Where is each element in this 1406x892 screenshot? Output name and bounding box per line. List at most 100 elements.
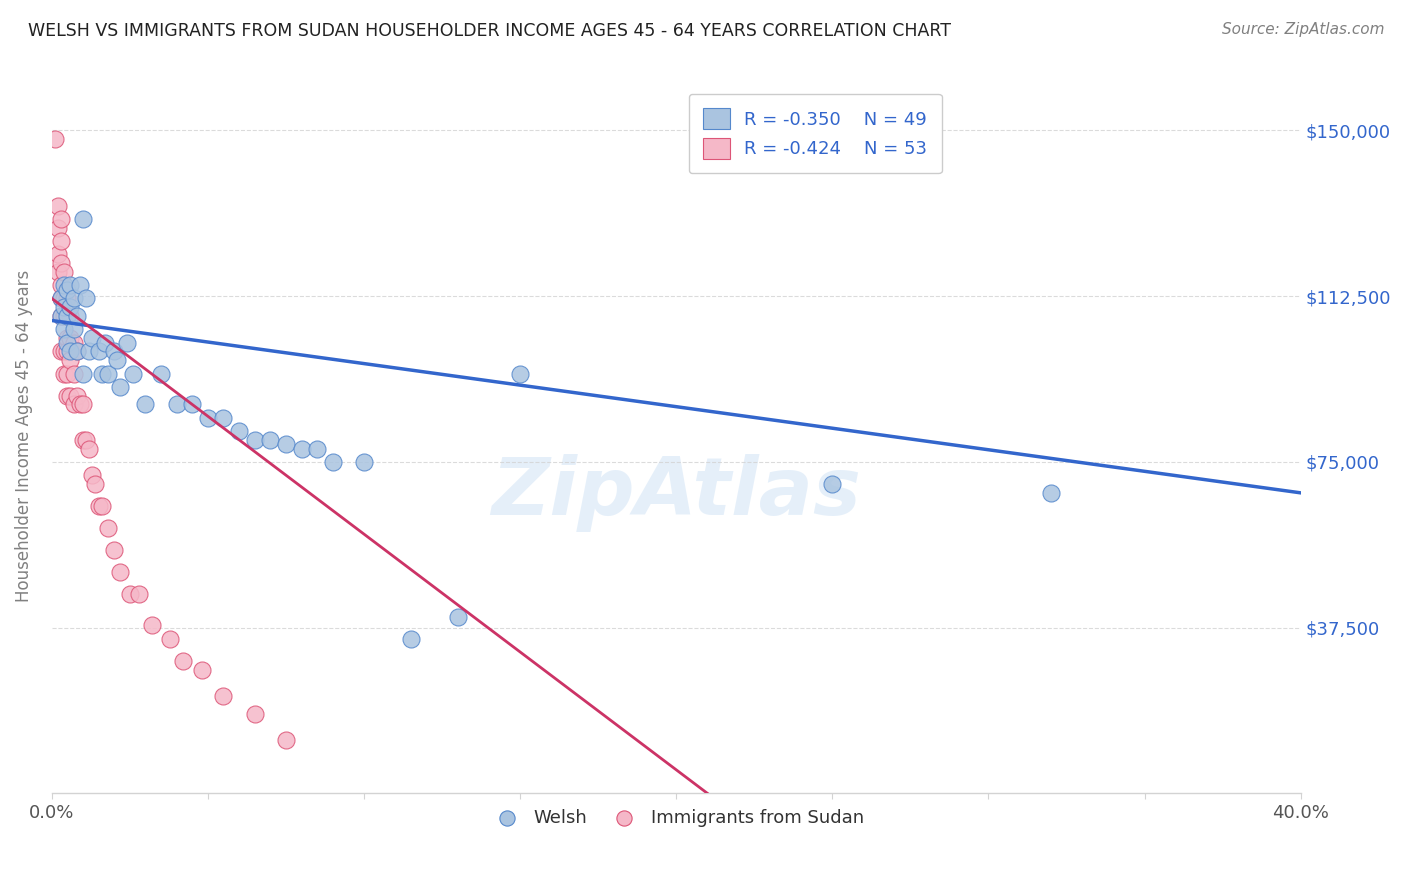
Point <box>84 477 107 491</box>
Point <box>59 300 82 314</box>
Point <box>59 331 82 345</box>
Point <box>181 397 204 411</box>
Point <box>59 278 82 293</box>
Point <box>159 632 181 646</box>
Point <box>49 344 72 359</box>
Point <box>56 344 79 359</box>
Point <box>141 618 163 632</box>
Point <box>66 344 89 359</box>
Point <box>46 247 69 261</box>
Point <box>274 437 297 451</box>
Point <box>56 367 79 381</box>
Point <box>259 433 281 447</box>
Point <box>53 300 76 314</box>
Point <box>118 587 141 601</box>
Point <box>110 380 132 394</box>
Point <box>90 367 112 381</box>
Point <box>56 283 79 297</box>
Point <box>49 309 72 323</box>
Point <box>53 322 76 336</box>
Point <box>243 706 266 721</box>
Point <box>59 309 82 323</box>
Point <box>90 499 112 513</box>
Point <box>49 278 72 293</box>
Point <box>66 309 89 323</box>
Point <box>56 309 79 323</box>
Point <box>69 278 91 293</box>
Point <box>103 344 125 359</box>
Point <box>44 132 66 146</box>
Text: Source: ZipAtlas.com: Source: ZipAtlas.com <box>1222 22 1385 37</box>
Y-axis label: Householder Income Ages 45 - 64 years: Householder Income Ages 45 - 64 years <box>15 269 32 601</box>
Point <box>290 442 312 456</box>
Point <box>53 265 76 279</box>
Point <box>62 292 84 306</box>
Point <box>322 455 344 469</box>
Point <box>274 733 297 747</box>
Point <box>97 367 120 381</box>
Point <box>53 344 76 359</box>
Point <box>110 566 132 580</box>
Point <box>82 331 104 345</box>
Point <box>77 344 100 359</box>
Point <box>59 344 82 359</box>
Point <box>62 397 84 411</box>
Point <box>75 292 97 306</box>
Point <box>53 278 76 293</box>
Point <box>243 433 266 447</box>
Point <box>103 543 125 558</box>
Point <box>72 397 94 411</box>
Point <box>115 335 138 350</box>
Text: ZipAtlas: ZipAtlas <box>491 454 860 532</box>
Point <box>56 389 79 403</box>
Point <box>150 367 173 381</box>
Point <box>97 521 120 535</box>
Point <box>49 309 72 323</box>
Point <box>56 335 79 350</box>
Point <box>49 211 72 226</box>
Point <box>49 292 72 306</box>
Point <box>105 353 128 368</box>
Point <box>46 198 69 212</box>
Point <box>59 389 82 403</box>
Point <box>66 344 89 359</box>
Point <box>94 335 117 350</box>
Point <box>62 322 84 336</box>
Point <box>172 654 194 668</box>
Point <box>69 397 91 411</box>
Point <box>1039 486 1062 500</box>
Point <box>72 211 94 226</box>
Point <box>399 632 422 646</box>
Point <box>134 397 156 411</box>
Point <box>821 477 844 491</box>
Text: WELSH VS IMMIGRANTS FROM SUDAN HOUSEHOLDER INCOME AGES 45 - 64 YEARS CORRELATION: WELSH VS IMMIGRANTS FROM SUDAN HOUSEHOLD… <box>28 22 950 40</box>
Point <box>212 410 235 425</box>
Point <box>49 292 72 306</box>
Point <box>122 367 145 381</box>
Point <box>82 468 104 483</box>
Point <box>509 367 531 381</box>
Point <box>46 220 69 235</box>
Point <box>56 331 79 345</box>
Point <box>307 442 329 456</box>
Point <box>128 587 150 601</box>
Point <box>53 309 76 323</box>
Point <box>62 367 84 381</box>
Point <box>49 256 72 270</box>
Point <box>87 344 110 359</box>
Point <box>75 433 97 447</box>
Point <box>166 397 188 411</box>
Point <box>446 609 468 624</box>
Point <box>53 367 76 381</box>
Point <box>197 410 219 425</box>
Point <box>353 455 375 469</box>
Point <box>62 335 84 350</box>
Point <box>46 265 69 279</box>
Point <box>56 292 79 306</box>
Point <box>72 433 94 447</box>
Point <box>190 663 212 677</box>
Point <box>56 309 79 323</box>
Point <box>77 442 100 456</box>
Point <box>66 389 89 403</box>
Point <box>72 367 94 381</box>
